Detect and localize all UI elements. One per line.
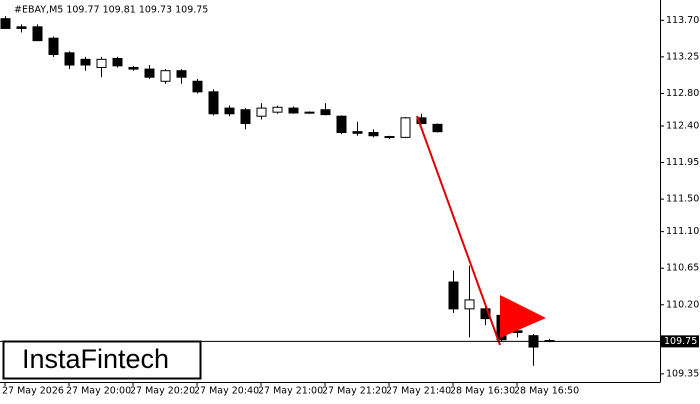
logo-box (2, 340, 202, 380)
y-tick-label: 113.25 (666, 51, 699, 62)
y-tick-label: 110.20 (666, 299, 699, 310)
candle-body (160, 70, 171, 82)
candle-body (368, 131, 379, 137)
y-tick-label: 110.65 (666, 263, 699, 274)
y-tick-label: 113.70 (666, 15, 699, 26)
y-tick-label: 109.35 (666, 368, 699, 379)
x-tick-label: 27 May 21:20 (322, 386, 387, 397)
x-tick-label: 27 May 20:00 (66, 386, 131, 397)
candle-body (304, 111, 315, 114)
candle-body (0, 18, 11, 29)
candle-body (176, 70, 187, 78)
candle-body (416, 117, 427, 125)
candle-body (480, 308, 491, 320)
candle-body (272, 106, 283, 113)
y-tick-label: 111.10 (666, 226, 699, 237)
x-tick-label: 27 May 21:40 (386, 386, 451, 397)
candle-body (112, 58, 123, 67)
candle-body (256, 107, 267, 117)
pattern-line (416, 115, 501, 346)
logo: InstaFintech (22, 344, 169, 374)
x-tick-label: 28 May 16:50 (514, 386, 579, 397)
x-tick-label: 27 May 2026 (2, 386, 64, 397)
candle-body (144, 68, 155, 78)
candle-body (448, 281, 459, 310)
candle-body (288, 107, 299, 114)
chart-title: #EBAY,M5 109.77 109.81 109.73 109.75 (14, 5, 208, 16)
price-label: 109.75 (664, 336, 697, 347)
candle-body (208, 91, 219, 115)
x-tick-label: 27 May 21:00 (258, 386, 323, 397)
candle-body (48, 37, 59, 55)
y-tick-label: 111.50 (666, 194, 699, 205)
candle-body (80, 58, 91, 66)
price-tag (661, 335, 699, 348)
x-tick-label: 28 May 16:30 (450, 386, 515, 397)
y-tick-label: 112.40 (666, 120, 699, 131)
candle-body (384, 136, 395, 139)
y-tick-label: 111.95 (666, 157, 699, 168)
x-tick-label: 27 May 20:20 (130, 386, 195, 397)
candle-body (400, 117, 411, 138)
candle-body (320, 109, 331, 116)
candle-body (192, 80, 203, 93)
candle-body (64, 52, 75, 66)
candle-body (96, 58, 107, 68)
candle-body (224, 107, 235, 115)
candle-body (336, 115, 347, 133)
x-tick-label: 27 May 20:40 (194, 386, 259, 397)
y-tick-label: 112.80 (666, 88, 699, 99)
candle-body (16, 26, 27, 29)
candle-body (432, 123, 443, 133)
candle-body (464, 299, 475, 310)
pattern-flag (500, 295, 546, 338)
candle-body (240, 109, 251, 125)
candle-body (352, 131, 363, 134)
candle-body (128, 66, 139, 70)
candle-body (32, 26, 43, 42)
